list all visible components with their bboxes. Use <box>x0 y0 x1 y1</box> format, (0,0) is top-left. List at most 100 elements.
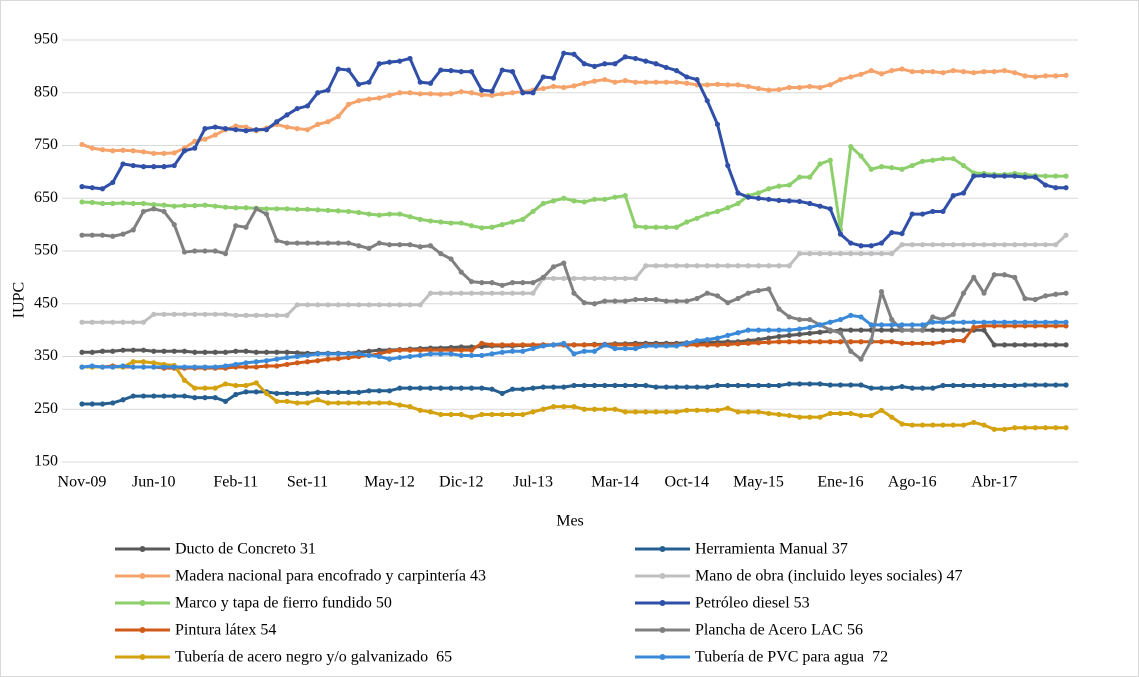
data-point <box>899 230 905 237</box>
data-point <box>427 385 434 391</box>
data-point <box>151 348 157 354</box>
data-point <box>735 190 741 196</box>
data-point <box>499 390 505 397</box>
data-point <box>161 348 167 354</box>
data-point <box>253 364 259 370</box>
data-point <box>878 385 885 391</box>
data-point <box>612 342 618 348</box>
data-point <box>294 105 300 112</box>
data-point <box>79 232 85 238</box>
data-point <box>376 61 382 67</box>
data-point <box>837 76 844 83</box>
legend-label: Plancha de Acero LAC 56 <box>695 622 863 639</box>
data-point <box>694 342 700 348</box>
data-point <box>540 200 546 207</box>
data-point <box>263 390 270 397</box>
data-point <box>981 327 987 333</box>
data-point <box>725 205 731 211</box>
data-point <box>397 58 403 64</box>
data-point <box>243 364 249 370</box>
data-point <box>89 185 95 191</box>
data-point <box>110 364 116 370</box>
data-point <box>222 349 229 355</box>
data-point <box>171 364 177 370</box>
data-point <box>981 382 987 389</box>
data-point <box>489 386 495 392</box>
data-point <box>745 340 751 346</box>
data-point <box>571 83 577 89</box>
data-point <box>345 400 352 406</box>
data-point <box>1001 67 1008 74</box>
data-point <box>807 324 813 331</box>
data-point <box>325 240 331 246</box>
data-point <box>407 214 413 220</box>
legend-label: Tubería de PVC para agua 72 <box>695 649 888 666</box>
data-point <box>233 123 239 129</box>
data-point <box>89 319 95 325</box>
data-point <box>704 342 710 348</box>
data-point <box>581 61 587 67</box>
data-point <box>950 67 956 74</box>
data-point <box>181 203 188 209</box>
data-point <box>776 263 782 269</box>
data-point <box>130 200 136 207</box>
data-point <box>960 242 967 248</box>
data-point <box>714 335 721 341</box>
data-point <box>263 312 270 318</box>
data-point <box>140 208 147 215</box>
data-point <box>315 121 321 127</box>
data-point <box>704 290 710 296</box>
data-point <box>1032 425 1038 431</box>
data-point <box>581 406 587 412</box>
data-point <box>930 208 936 215</box>
data-point <box>335 113 341 120</box>
data-point <box>376 212 382 218</box>
data-point <box>930 422 936 428</box>
data-point <box>755 409 762 415</box>
data-point <box>766 87 772 93</box>
data-point <box>284 361 290 368</box>
data-point <box>458 352 464 359</box>
data-point <box>766 327 772 333</box>
data-point <box>561 195 567 201</box>
data-point <box>417 407 423 413</box>
data-point <box>766 410 772 417</box>
data-point <box>397 242 403 248</box>
data-point <box>602 406 608 412</box>
data-point <box>540 343 546 349</box>
data-point <box>868 385 874 391</box>
data-point <box>366 400 372 406</box>
data-point <box>1001 272 1008 278</box>
data-point <box>571 275 577 282</box>
data-point <box>1022 342 1028 348</box>
data-point <box>366 79 372 85</box>
data-point <box>940 327 946 333</box>
data-point <box>140 359 147 365</box>
data-point <box>335 356 341 362</box>
data-point <box>222 363 229 369</box>
data-point <box>1053 382 1059 388</box>
data-point <box>960 422 967 428</box>
data-point <box>151 150 157 157</box>
data-point <box>796 414 803 420</box>
data-point <box>520 342 526 348</box>
data-point <box>417 347 423 353</box>
data-point <box>1042 425 1049 431</box>
data-point <box>99 348 106 354</box>
data-point <box>755 190 762 196</box>
data-point <box>1022 323 1028 329</box>
data-point <box>212 349 218 355</box>
data-point <box>315 358 321 364</box>
data-point <box>899 421 905 427</box>
data-point <box>1063 232 1069 238</box>
data-point <box>140 347 147 353</box>
data-point <box>899 383 905 390</box>
data-point <box>776 333 782 340</box>
data-point <box>110 400 116 406</box>
data-point <box>755 195 762 201</box>
legend-marker <box>139 573 146 579</box>
data-point <box>130 227 136 233</box>
data-point <box>1032 319 1038 325</box>
data-point <box>971 242 977 248</box>
data-point <box>181 377 188 383</box>
